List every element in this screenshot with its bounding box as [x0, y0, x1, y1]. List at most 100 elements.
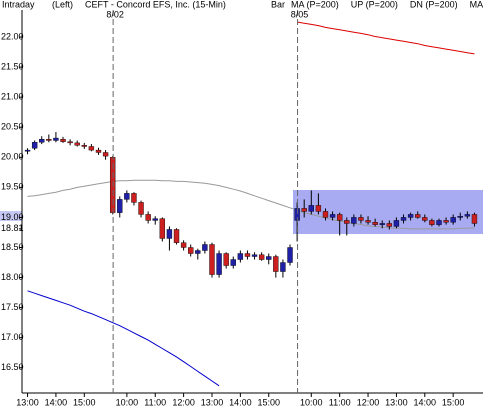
chart-title: CEFT - Concord EFS, Inc. (15-Min): [85, 0, 226, 9]
candle-body: [24, 149, 31, 152]
candle-body: [336, 214, 343, 221]
y-tick-label: 20.00: [1, 152, 24, 162]
candle-body: [237, 253, 244, 260]
legend-entry: UP (P=200): [351, 0, 398, 9]
legend: MA (P=200) UP (P=200) DN (P=200) MA (P=200): [291, 0, 483, 9]
y-tick-label: 20.50: [1, 122, 24, 132]
x-tick-label: 10:00: [300, 397, 323, 407]
x-tick-label: 14:00: [414, 397, 437, 407]
mode-label: Intraday: [2, 0, 35, 9]
legend-entry: MA (P=200): [470, 0, 483, 9]
y-tick-label: 16.50: [1, 362, 24, 372]
candle-body: [386, 223, 393, 227]
candle-body: [60, 139, 66, 142]
candle-body: [471, 214, 478, 224]
y-tick-label: 17.50: [1, 302, 24, 312]
candle-body: [159, 218, 166, 239]
y-tick-label: 19.00: [1, 212, 24, 222]
candle-body: [102, 152, 109, 157]
y-tick-label: 18.81: [1, 223, 24, 233]
candle-body: [358, 217, 364, 221]
candle-body: [407, 214, 414, 218]
x-tick-label: 13:00: [201, 397, 224, 407]
indicator-line: [297, 21, 475, 55]
axis-side-label: (Left): [52, 0, 73, 9]
y-tick-label: 22.00: [1, 31, 24, 41]
x-tick-label: 15:00: [73, 397, 96, 407]
candle-body: [379, 223, 385, 225]
candle-body: [188, 247, 194, 254]
indicator-line: [27, 290, 220, 387]
candle-body: [443, 220, 449, 223]
candle-body: [464, 214, 471, 217]
legend-entry: MA (P=200): [291, 0, 339, 9]
x-tick-label: 12:00: [172, 397, 195, 407]
candle-body: [131, 193, 137, 203]
x-tick-label: 15:00: [442, 397, 465, 407]
candle-body: [88, 146, 95, 151]
candle-body: [436, 220, 442, 225]
session-label: 8/05: [291, 9, 309, 19]
candle-body: [67, 141, 73, 144]
y-tick-label: 21.50: [1, 61, 24, 71]
y-tick-label: 21.00: [1, 92, 24, 102]
indicator-line: [27, 179, 475, 230]
session-label: 8/02: [106, 9, 124, 19]
candle-body: [31, 142, 38, 149]
candle-body: [152, 218, 158, 221]
y-tick-label: 17.00: [1, 332, 24, 342]
x-tick-label: 15:00: [257, 397, 280, 407]
candle-body: [53, 137, 59, 141]
candle-body: [117, 199, 123, 213]
candle-body: [457, 216, 463, 218]
candle-body: [251, 254, 258, 257]
candle-body: [393, 220, 400, 227]
x-tick-label: 13:00: [16, 397, 39, 407]
candle-body: [450, 217, 456, 223]
candle-body: [216, 253, 222, 275]
candle-body: [322, 211, 329, 218]
candle-body: [315, 205, 322, 212]
legend-entry: DN (P=200): [410, 0, 458, 9]
candle-body: [195, 250, 201, 254]
candle-body: [287, 247, 293, 263]
candle-body: [365, 220, 371, 223]
current-value-highlight: [0, 211, 22, 221]
y-tick-label: 19.50: [1, 182, 24, 192]
x-tick-label: 11:00: [144, 397, 166, 407]
candle-body: [180, 242, 187, 248]
candle-body: [344, 220, 350, 224]
y-tick-label: 18.50: [1, 242, 24, 252]
candle-body: [329, 214, 336, 218]
candle-body: [138, 202, 144, 215]
candle-body: [372, 222, 378, 225]
candle-body: [429, 220, 435, 225]
candle-body: [39, 139, 45, 143]
candle-body: [244, 253, 251, 257]
y-tick-label: 18.00: [1, 272, 24, 282]
candle-body: [74, 142, 80, 146]
candle-body: [422, 217, 428, 221]
candle-body: [166, 229, 173, 239]
candle-body: [223, 253, 229, 266]
candle-body: [173, 229, 180, 243]
candle-body: [308, 205, 314, 212]
x-tick-label: 11:00: [329, 397, 351, 407]
candle-body: [301, 208, 307, 212]
plot-area: [24, 21, 478, 387]
candle-body: [273, 256, 279, 272]
candle-body: [209, 244, 215, 275]
x-tick-label: 13:00: [385, 397, 408, 407]
x-tick-label: 14:00: [45, 397, 68, 407]
candle-body: [124, 193, 130, 200]
bar-label: Bar: [271, 0, 285, 9]
candle-body: [46, 139, 52, 141]
candle-body: [202, 244, 208, 251]
candle-body: [145, 214, 151, 221]
candle-body: [95, 149, 102, 153]
x-tick-label: 14:00: [229, 397, 252, 407]
candle-body: [258, 254, 265, 260]
candle-body: [81, 145, 87, 147]
x-tick-label: 12:00: [357, 397, 380, 407]
